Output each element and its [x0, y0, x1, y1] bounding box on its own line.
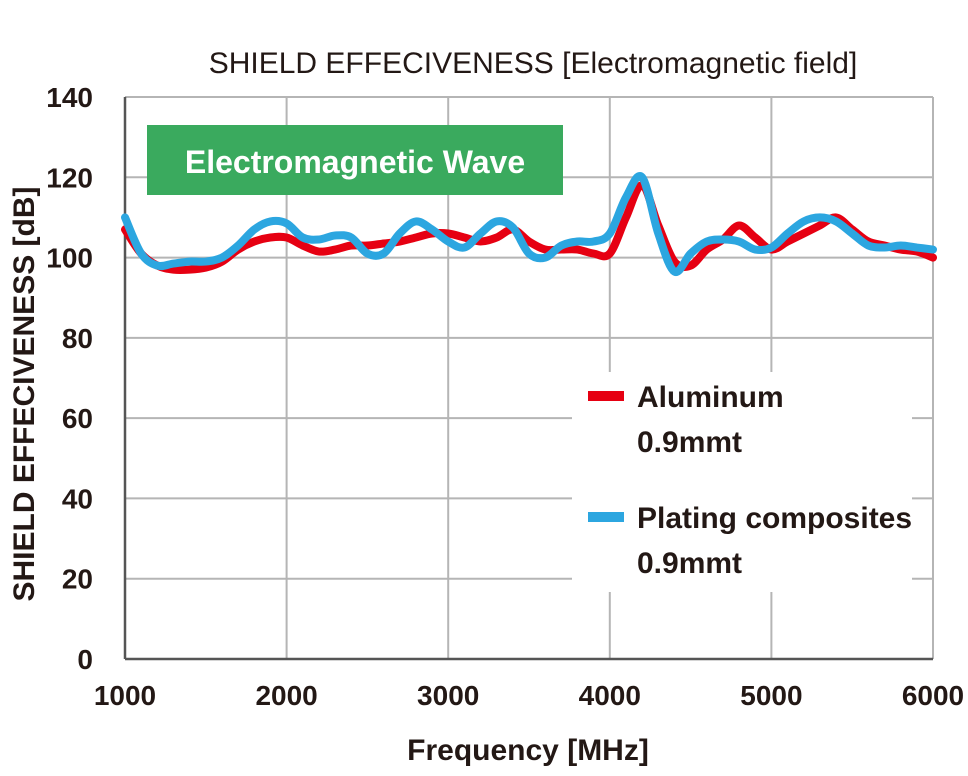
x-tick-5000: 5000 [740, 680, 802, 711]
y-axis-label: SHIELD EFFECIVENESS [dB] [8, 186, 41, 601]
y-tick-80: 80 [62, 323, 93, 354]
legend: Aluminum 0.9mmt Plating composites 0.9mm… [588, 381, 912, 580]
legend-label-aluminum-thickness: 0.9mmt [637, 426, 742, 459]
badge-background [147, 125, 563, 195]
y-tick-0: 0 [77, 644, 93, 675]
series-line-aluminum [121, 181, 937, 274]
chart-title: SHIELD EFFECIVENESS [Electromagnetic fie… [209, 47, 858, 80]
legend-background [572, 372, 912, 592]
y-tick-140: 140 [46, 82, 93, 113]
y-tick-100: 100 [46, 243, 93, 274]
x-tick-1000: 1000 [94, 680, 156, 711]
series-lines [121, 172, 937, 277]
y-tick-40: 40 [62, 483, 93, 514]
x-tick-6000: 6000 [902, 680, 964, 711]
x-tick-2000: 2000 [255, 680, 317, 711]
y-tick-20: 20 [62, 564, 93, 595]
badge-label: Electromagnetic Wave [185, 144, 525, 180]
x-tick-3000: 3000 [417, 680, 479, 711]
y-tick-60: 60 [62, 403, 93, 434]
y-tick-120: 120 [46, 162, 93, 193]
legend-label-plating-thickness: 0.9mmt [637, 547, 742, 580]
series-line-plating-composites [121, 172, 937, 277]
x-tick-4000: 4000 [579, 680, 641, 711]
y-tick-labels: 0 20 40 60 80 100 120 140 [46, 82, 93, 675]
x-tick-labels: 1000 2000 3000 4000 5000 6000 [94, 680, 964, 711]
legend-label-aluminum: Aluminum [637, 381, 784, 414]
x-axis-label: Frequency [MHz] [407, 734, 649, 767]
legend-label-plating-composites: Plating composites [637, 502, 912, 535]
